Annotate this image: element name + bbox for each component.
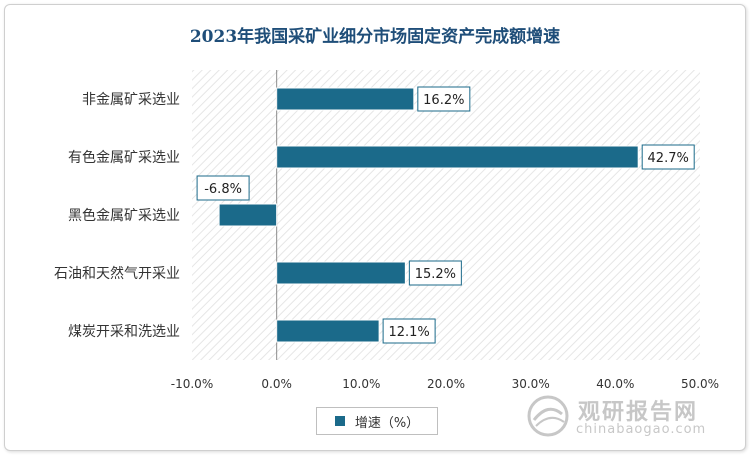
x-tick-label: 50.0% (681, 377, 719, 391)
x-tick-label: 30.0% (512, 377, 550, 391)
legend-swatch (334, 416, 345, 426)
x-tick-label: 10.0% (342, 377, 380, 391)
data-label-box (641, 144, 695, 170)
data-label: 16.2% (423, 93, 464, 108)
category-label: 石油和天然气开采业 (54, 265, 180, 282)
data-label: -6.8% (204, 182, 242, 197)
bar (276, 319, 380, 343)
x-tick-label: -10.0% (171, 377, 213, 391)
category-label: 黑色金属矿采选业 (68, 207, 180, 224)
watermark-name: 观研报告网 (578, 400, 699, 425)
watermark: 观研报告网 chinabaogao.com (526, 392, 736, 444)
data-label: 42.7% (648, 151, 689, 166)
x-tick-label: 0.0% (261, 377, 292, 391)
category-label: 煤炭开采和洗选业 (68, 324, 180, 340)
watermark-url: chinabaogao.com (576, 422, 707, 437)
x-tick-label: 40.0% (596, 377, 634, 391)
globe-logo-icon (527, 395, 569, 437)
x-tick-label: 20.0% (427, 377, 465, 391)
data-label: 15.2% (415, 267, 456, 282)
data-label-box (417, 86, 471, 112)
legend: 增速（%） (316, 407, 438, 435)
data-label: 12.1% (388, 325, 429, 340)
category-label: 非金属矿采选业 (82, 92, 180, 108)
bar (218, 203, 278, 227)
data-label-box (408, 260, 462, 286)
legend-label: 增速（%） (354, 415, 420, 431)
category-label: 有色金属矿采选业 (68, 149, 180, 166)
data-label-box (196, 175, 250, 201)
bar (276, 87, 415, 111)
data-label-box (382, 318, 436, 344)
chart-title: 2023年我国采矿业细分市场固定资产完成额增速 (189, 27, 561, 47)
bar (276, 261, 406, 285)
bar (276, 145, 639, 169)
